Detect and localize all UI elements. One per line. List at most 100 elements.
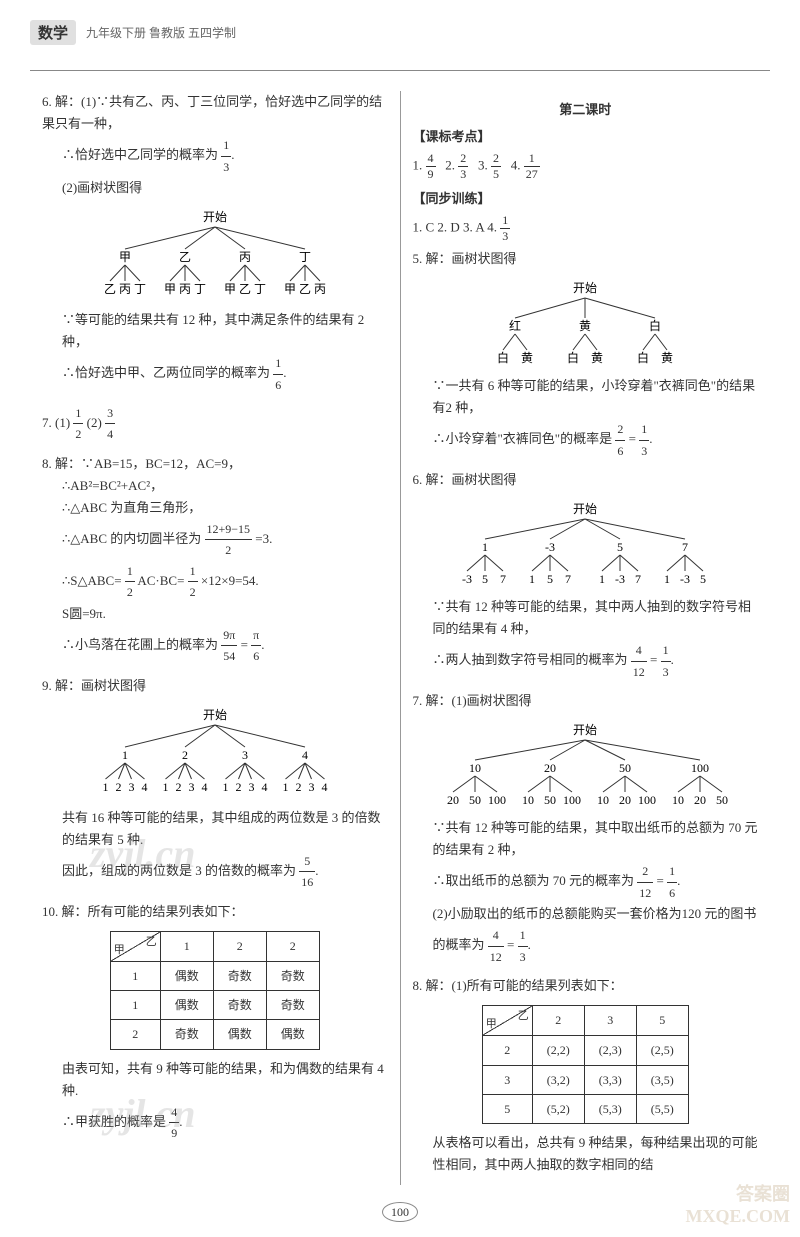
svg-text:7: 7: [500, 572, 506, 586]
svg-text:5: 5: [547, 572, 553, 586]
svg-text:-3: -3: [680, 572, 690, 586]
rq8: 8. 解：(1)所有可能的结果列表如下： 乙甲 235 2(2,2)(2,3)(…: [413, 975, 759, 1176]
svg-text:-3: -3: [615, 572, 625, 586]
svg-text:1: 1: [664, 572, 670, 586]
svg-text:7: 7: [682, 540, 688, 554]
svg-text:黄: 黄: [579, 319, 591, 333]
svg-text:100: 100: [691, 761, 709, 775]
svg-text:甲: 甲: [164, 282, 176, 296]
svg-text:开始: 开始: [203, 210, 227, 224]
svg-text:白: 白: [637, 350, 649, 365]
kb-answers: 1. 49 2. 23 3. 25 4. 127: [413, 151, 759, 182]
svg-text:甲: 甲: [284, 282, 296, 296]
svg-text:3: 3: [308, 780, 314, 794]
svg-text:丙: 丙: [179, 282, 191, 296]
svg-text:开始: 开始: [573, 723, 597, 737]
svg-text:3: 3: [248, 780, 254, 794]
rq6: 6. 解：画树状图得 开始 1 -3 5 7 -3571571-371-35 ∵…: [413, 469, 759, 682]
svg-text:100: 100: [488, 793, 506, 807]
q7: 7. (1) 12 (2) 34: [42, 403, 388, 445]
svg-text:3: 3: [188, 780, 194, 794]
svg-text:白: 白: [567, 350, 579, 365]
svg-text:20: 20: [619, 793, 631, 807]
grade-info: 九年级下册 鲁教版 五四学制: [86, 24, 236, 41]
svg-text:丙: 丙: [119, 282, 131, 296]
svg-text:-3: -3: [462, 572, 472, 586]
rq7: 7. 解：(1)画树状图得 开始 10 20 50 100 2050100105…: [413, 690, 759, 967]
svg-text:10: 10: [522, 793, 534, 807]
svg-text:乙: 乙: [299, 282, 311, 296]
corner-watermark: 答案圈MXQE.COM: [686, 1180, 790, 1227]
svg-text:1: 1: [122, 748, 128, 762]
page-number: 100: [382, 1202, 418, 1222]
q6-line2: ∴恰好选中乙同学的概率为 13.: [62, 135, 388, 177]
svg-text:1: 1: [282, 780, 288, 794]
svg-text:丁: 丁: [254, 282, 266, 296]
q6-tree: 开始 甲 乙 丙 丁 乙丙丁 甲丙丁 甲乙丁 甲: [42, 209, 388, 299]
svg-text:4: 4: [201, 780, 207, 794]
svg-text:20: 20: [447, 793, 459, 807]
svg-text:丙: 丙: [314, 282, 326, 296]
svg-text:开始: 开始: [573, 281, 597, 295]
q10-table: 乙甲 122 1偶数奇数奇数 1偶数奇数奇数 2奇数偶数偶数: [110, 931, 320, 1050]
svg-text:2: 2: [235, 780, 241, 794]
svg-text:4: 4: [261, 780, 267, 794]
svg-text:1: 1: [599, 572, 605, 586]
rq8-table: 乙甲 235 2(2,2)(2,3)(2,5) 3(3,2)(3,3)(3,5)…: [482, 1005, 689, 1124]
section2-title: 【同步训练】: [413, 188, 759, 207]
svg-text:1: 1: [482, 540, 488, 554]
svg-text:10: 10: [469, 761, 481, 775]
svg-text:1: 1: [529, 572, 535, 586]
svg-text:5: 5: [617, 540, 623, 554]
svg-text:50: 50: [544, 793, 556, 807]
svg-text:20: 20: [544, 761, 556, 775]
right-column: 第二课时 【课标考点】 1. 49 2. 23 3. 25 4. 127 【同步…: [401, 91, 771, 1185]
svg-text:乙: 乙: [239, 282, 251, 296]
svg-text:2: 2: [182, 748, 188, 762]
svg-text:2: 2: [175, 780, 181, 794]
header-divider: [30, 70, 770, 71]
q6-line4: ∵等可能的结果共有 12 种，其中满足条件的结果有 2 种，: [62, 309, 388, 353]
tree-svg: 开始 甲 乙 丙 丁 乙丙丁 甲丙丁 甲乙丁 甲: [75, 209, 355, 299]
q6-line1: 6. 解：(1)∵共有乙、丙、丁三位同学，恰好选中乙同学的结果只有一种，: [42, 91, 388, 135]
svg-text:7: 7: [565, 572, 571, 586]
svg-text:4: 4: [141, 780, 147, 794]
rq6-tree: 开始 1 -3 5 7 -3571571-371-35: [413, 501, 759, 586]
subject-badge: 数学: [30, 20, 76, 45]
svg-text:1: 1: [222, 780, 228, 794]
svg-text:2: 2: [115, 780, 121, 794]
lesson-title: 第二课时: [413, 99, 759, 118]
rq5-tree: 开始 红 黄 白 白黄 白黄 白黄: [413, 280, 759, 365]
fraction: 13: [221, 135, 231, 177]
fraction: 34: [105, 403, 115, 445]
rq7-tree: 开始 10 20 50 100 205010010501001020100102…: [413, 722, 759, 807]
svg-text:开始: 开始: [203, 708, 227, 722]
svg-text:50: 50: [469, 793, 481, 807]
svg-text:甲: 甲: [119, 250, 131, 264]
svg-text:红: 红: [509, 318, 521, 333]
svg-text:3: 3: [128, 780, 134, 794]
svg-text:白: 白: [497, 350, 509, 365]
q6-line3: (2)画树状图得: [62, 177, 388, 199]
fraction: 16: [273, 353, 283, 395]
page-header: 数学 九年级下册 鲁教版 五四学制: [30, 20, 770, 50]
svg-text:4: 4: [302, 748, 308, 762]
svg-text:20: 20: [694, 793, 706, 807]
svg-text:4: 4: [321, 780, 327, 794]
svg-text:1: 1: [102, 780, 108, 794]
svg-text:50: 50: [716, 793, 728, 807]
svg-text:3: 3: [242, 748, 248, 762]
q9: 9. 解：画树状图得 开始 1 2 3 4 1234123412341234 共…: [42, 675, 388, 893]
q10: 10. 解：所有可能的结果列表如下： 乙甲 122 1偶数奇数奇数 1偶数奇数奇…: [42, 901, 388, 1144]
svg-text:1: 1: [162, 780, 168, 794]
q8: 8. 解：∵AB=15，BC=12，AC=9， ∴AB²=BC²+AC²， ∴△…: [42, 453, 388, 667]
svg-text:10: 10: [672, 793, 684, 807]
svg-text:黄: 黄: [591, 351, 603, 365]
svg-text:100: 100: [638, 793, 656, 807]
q9-tree: 开始 1 2 3 4 1234123412341234: [42, 707, 388, 797]
svg-text:黄: 黄: [521, 351, 533, 365]
svg-text:丁: 丁: [134, 282, 146, 296]
svg-text:2: 2: [295, 780, 301, 794]
svg-text:5: 5: [482, 572, 488, 586]
q6-line5: ∴恰好选中甲、乙两位同学的概率为 16.: [62, 353, 388, 395]
